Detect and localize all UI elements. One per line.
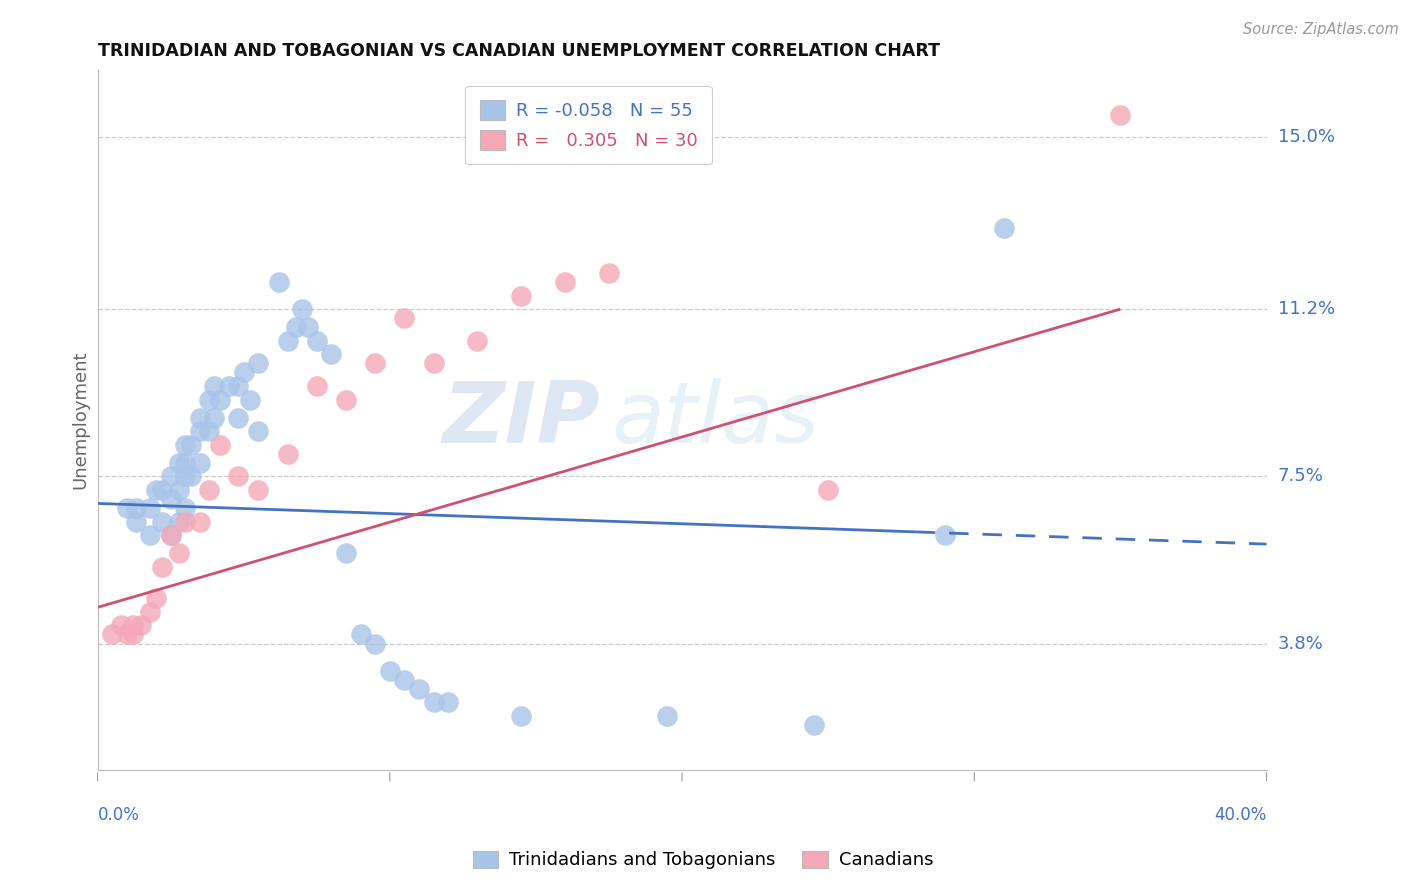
Point [174,456,197,470]
Point [510,708,533,723]
Point [335,392,357,407]
Point [277,447,299,461]
Point [817,483,839,497]
Point [145,483,167,497]
Point [209,392,232,407]
Point [934,528,956,542]
Point [115,500,138,515]
Point [291,302,314,317]
Legend: R = -0.058   N = 55, R =   0.305   N = 30: R = -0.058 N = 55, R = 0.305 N = 30 [465,86,711,164]
Point [188,456,211,470]
Point [349,627,371,641]
Text: 11.2%: 11.2% [1278,300,1334,318]
Legend: Trinidadians and Tobagonians, Canadians: Trinidadians and Tobagonians, Canadians [464,842,942,879]
Point [197,424,219,438]
Point [364,636,387,650]
Point [247,483,270,497]
Point [139,605,162,619]
Point [145,591,167,606]
Point [110,618,132,632]
Point [150,515,173,529]
Point [124,515,146,529]
Point [226,410,249,425]
Point [188,515,211,529]
Point [554,275,576,289]
Point [209,438,232,452]
Y-axis label: Unemployment: Unemployment [72,351,89,489]
Point [131,618,153,632]
Point [197,483,219,497]
Point [159,528,181,542]
Text: 3.8%: 3.8% [1278,634,1323,653]
Point [993,220,1015,235]
Point [174,438,197,452]
Point [277,334,299,348]
Point [150,559,173,574]
Point [598,266,620,280]
Point [174,469,197,483]
Point [159,469,181,483]
Point [121,627,143,641]
Point [297,320,319,334]
Point [657,708,679,723]
Point [180,469,202,483]
Point [467,334,489,348]
Point [247,356,270,370]
Point [378,664,401,678]
Text: 7.5%: 7.5% [1278,467,1323,485]
Point [115,627,138,641]
Point [364,356,387,370]
Point [305,334,328,348]
Point [657,139,679,153]
Point [226,469,249,483]
Point [204,410,226,425]
Point [124,500,146,515]
Point [150,483,173,497]
Point [335,546,357,560]
Text: Source: ZipAtlas.com: Source: ZipAtlas.com [1243,22,1399,37]
Point [803,718,825,732]
Point [267,275,290,289]
Point [169,515,191,529]
Point [121,618,143,632]
Point [197,392,219,407]
Text: TRINIDADIAN AND TOBAGONIAN VS CANADIAN UNEMPLOYMENT CORRELATION CHART: TRINIDADIAN AND TOBAGONIAN VS CANADIAN U… [97,42,939,60]
Point [159,528,181,542]
Point [169,483,191,497]
Point [139,528,162,542]
Text: 0.0%: 0.0% [97,806,139,824]
Point [437,695,460,709]
Text: 15.0%: 15.0% [1278,128,1334,146]
Point [510,288,533,302]
Point [1109,108,1132,122]
Point [218,379,240,393]
Point [169,456,191,470]
Point [238,392,260,407]
Point [226,379,249,393]
Point [169,546,191,560]
Text: atlas: atlas [612,378,820,461]
Point [422,695,444,709]
Point [305,379,328,393]
Point [188,424,211,438]
Point [101,627,124,641]
Point [285,320,308,334]
Point [247,424,270,438]
Point [422,356,444,370]
Text: 40.0%: 40.0% [1215,806,1267,824]
Point [408,681,430,696]
Point [174,515,197,529]
Point [321,347,343,361]
Point [394,673,416,687]
Point [159,491,181,506]
Point [180,438,202,452]
Point [204,379,226,393]
Point [394,311,416,326]
Point [139,500,162,515]
Point [188,410,211,425]
Point [232,365,254,379]
Point [174,500,197,515]
Text: ZIP: ZIP [443,378,600,461]
